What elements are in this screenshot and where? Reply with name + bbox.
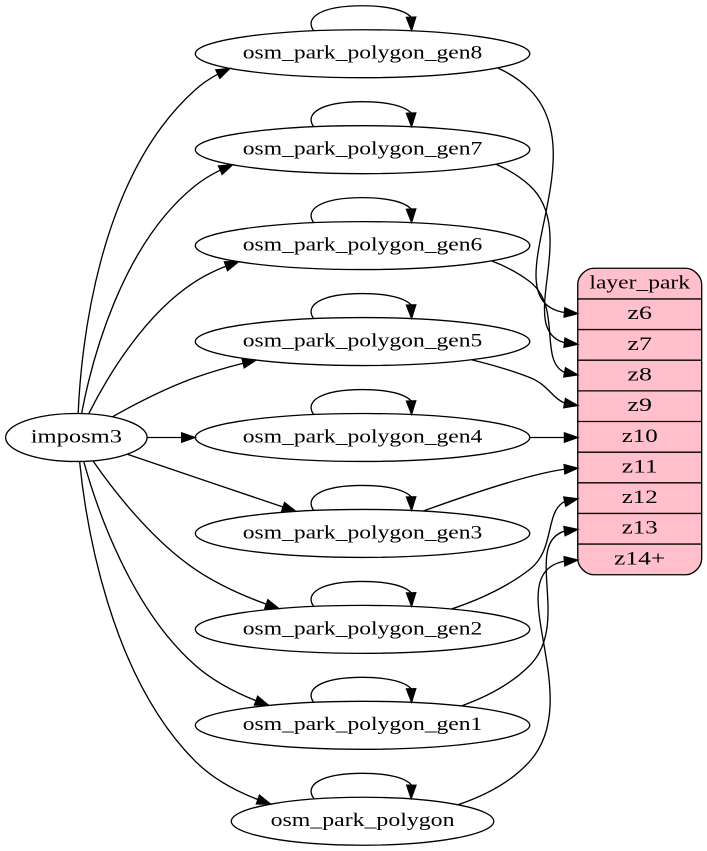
svg-text:z10: z10 bbox=[622, 426, 658, 447]
svg-text:z14+: z14+ bbox=[614, 548, 665, 569]
svg-text:osm_park_polygon_gen3: osm_park_polygon_gen3 bbox=[243, 522, 483, 543]
svg-text:z6: z6 bbox=[627, 303, 652, 324]
svg-text:z13: z13 bbox=[622, 518, 658, 539]
svg-text:imposm3: imposm3 bbox=[31, 426, 122, 447]
svg-text:z7: z7 bbox=[627, 334, 652, 355]
svg-text:osm_park_polygon: osm_park_polygon bbox=[271, 810, 456, 831]
svg-text:osm_park_polygon_gen1: osm_park_polygon_gen1 bbox=[243, 714, 483, 735]
svg-text:layer_park: layer_park bbox=[589, 273, 690, 294]
svg-text:z11: z11 bbox=[622, 456, 658, 477]
svg-text:osm_park_polygon_gen4: osm_park_polygon_gen4 bbox=[243, 426, 483, 447]
svg-text:osm_park_polygon_gen5: osm_park_polygon_gen5 bbox=[243, 330, 483, 351]
svg-text:osm_park_polygon_gen6: osm_park_polygon_gen6 bbox=[243, 235, 483, 256]
svg-text:osm_park_polygon_gen7: osm_park_polygon_gen7 bbox=[243, 139, 483, 160]
svg-text:z8: z8 bbox=[627, 364, 652, 385]
svg-text:osm_park_polygon_gen8: osm_park_polygon_gen8 bbox=[243, 43, 483, 64]
svg-text:z9: z9 bbox=[627, 395, 652, 416]
svg-text:osm_park_polygon_gen2: osm_park_polygon_gen2 bbox=[243, 618, 483, 639]
svg-text:z12: z12 bbox=[622, 487, 658, 508]
